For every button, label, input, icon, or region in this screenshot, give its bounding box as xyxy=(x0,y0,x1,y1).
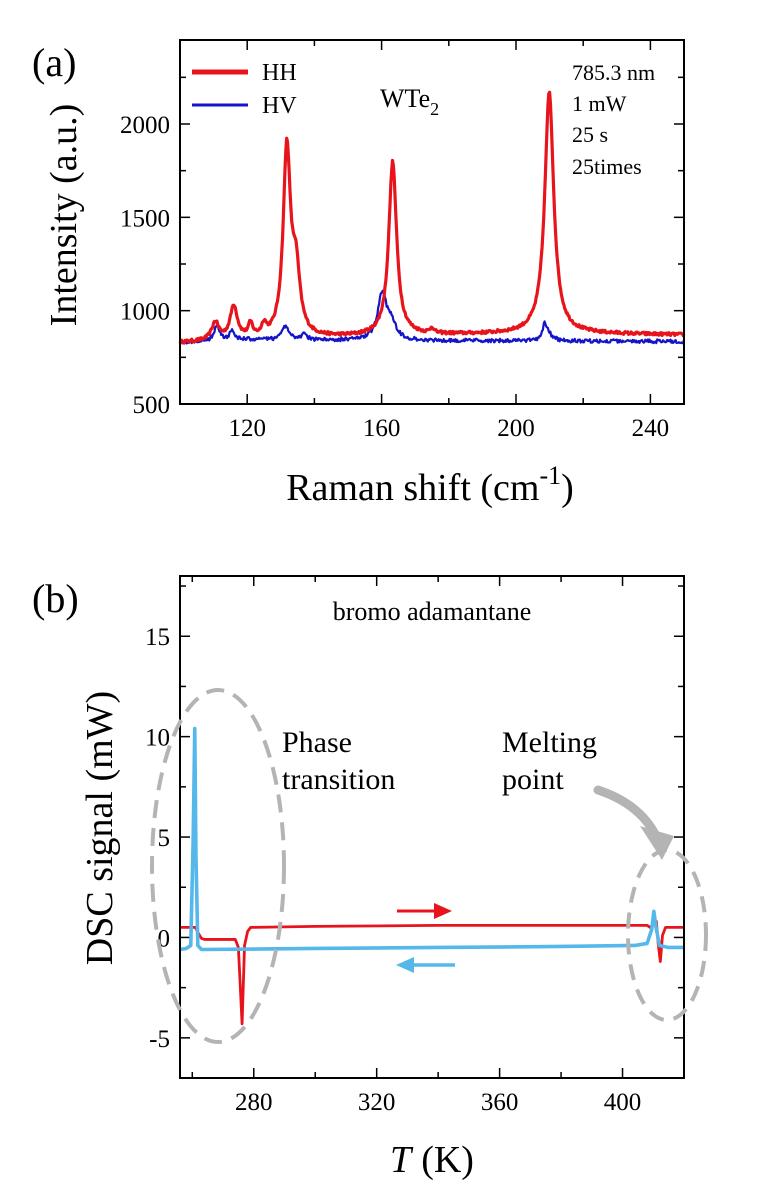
panel-b-y-axis-title: DSC signal (mW) xyxy=(79,691,121,965)
panel-a-measurement-notes: 785.3 nm 1 mW 25 s 25times xyxy=(572,60,655,179)
x-tick-label: 160 xyxy=(363,415,401,442)
panel-a-ylabel: Intensity (a.u.) xyxy=(43,104,85,327)
panel-a-xlabel-main: Raman shift (cm xyxy=(286,467,539,509)
panel-a-title-main: WTe xyxy=(380,84,430,113)
y-tick-label: -5 xyxy=(149,1026,170,1053)
panel-a-title-subscript: 2 xyxy=(430,99,439,119)
panel-a-y-tick-labels: 500 1000 1500 2000 xyxy=(120,112,170,419)
hv-spectrum-line xyxy=(179,289,686,345)
melting-point-annotation: Melting point xyxy=(502,726,597,796)
x-tick-label: 120 xyxy=(228,415,266,442)
panel-b-xlabel-variable: T xyxy=(390,1139,414,1181)
phase-transition-annotation: Phase transition xyxy=(282,726,395,796)
panel-a-plot-frame xyxy=(179,39,685,405)
phase-transition-line-2: transition xyxy=(282,763,395,796)
heating-dsc-curve xyxy=(180,919,684,1026)
melting-point-arrow-head xyxy=(640,826,674,860)
panel-a-xlabel-close: ) xyxy=(561,467,574,509)
panel-b-xlabel: T (K) xyxy=(390,1139,474,1181)
x-tick-label: 280 xyxy=(235,1089,273,1116)
y-tick-label: 10 xyxy=(145,725,170,752)
x-tick-label: 320 xyxy=(358,1089,396,1116)
legend-hh-label: HH xyxy=(262,60,297,86)
panel-b-ylabel: DSC signal (mW) xyxy=(79,691,121,965)
y-tick-label: 1500 xyxy=(120,205,170,232)
phase-transition-line-1: Phase xyxy=(282,726,352,759)
panel-b-xlabel-unit: (K) xyxy=(421,1139,474,1181)
panel-b-label: (b) xyxy=(32,576,79,621)
phase-transition-highlight-ellipse xyxy=(150,688,286,1044)
panel-b-x-tick-labels: 280 320 360 400 xyxy=(235,1089,641,1116)
heating-arrow-head xyxy=(434,903,452,919)
note-power: 1 mW xyxy=(572,91,627,116)
panel-b-series xyxy=(179,726,684,1026)
y-tick-label: 15 xyxy=(145,624,170,651)
note-exposure: 25 s xyxy=(572,122,608,147)
y-tick-label: 500 xyxy=(133,392,171,419)
legend-hv-label: HV xyxy=(262,93,297,119)
melting-point-highlight-ellipse xyxy=(626,848,708,1022)
melting-point-pointer-arrow xyxy=(593,785,674,860)
heating-direction-arrow xyxy=(397,903,452,919)
panel-a-legend: HH HV xyxy=(192,60,297,119)
panel-a-raman-chart: (a) Intensity (a.u.) Raman shift (cm-1) … xyxy=(32,39,686,509)
panel-b-title: bromo adamantane xyxy=(333,597,532,626)
panel-a-series xyxy=(178,90,686,345)
melting-point-line-1: Melting xyxy=(502,726,597,759)
panel-a-x-tick-labels: 120 160 200 240 xyxy=(228,415,669,442)
y-tick-label: 1000 xyxy=(120,299,170,326)
panel-a-xlabel-superscript: -1 xyxy=(539,461,561,490)
panel-a-xlabel: Raman shift (cm-1) xyxy=(286,461,574,509)
panel-a-title: WTe2 xyxy=(380,84,439,119)
cooling-dsc-curve xyxy=(179,726,684,952)
cooling-direction-arrow xyxy=(396,957,455,973)
panel-b-ticks xyxy=(180,576,685,1078)
panel-b-plot-frame xyxy=(179,575,685,1079)
y-tick-label: 2000 xyxy=(120,112,170,139)
panel-a-y-axis-title: Intensity (a.u.) xyxy=(43,104,85,327)
x-tick-label: 400 xyxy=(604,1089,642,1116)
x-tick-label: 360 xyxy=(481,1089,519,1116)
note-accumulations: 25times xyxy=(572,154,642,179)
cooling-arrow-head xyxy=(396,957,414,973)
x-tick-label: 200 xyxy=(497,415,535,442)
panel-b-dsc-chart: (b) DSC signal (mW) T (K) 280 320 360 400 -5… xyxy=(32,575,708,1181)
note-wavelength: 785.3 nm xyxy=(572,60,655,85)
hh-spectrum-line xyxy=(178,90,686,345)
x-tick-label: 240 xyxy=(632,415,670,442)
melting-point-line-2: point xyxy=(502,763,564,796)
panel-a-label: (a) xyxy=(32,40,76,85)
y-tick-label: 5 xyxy=(158,825,171,852)
